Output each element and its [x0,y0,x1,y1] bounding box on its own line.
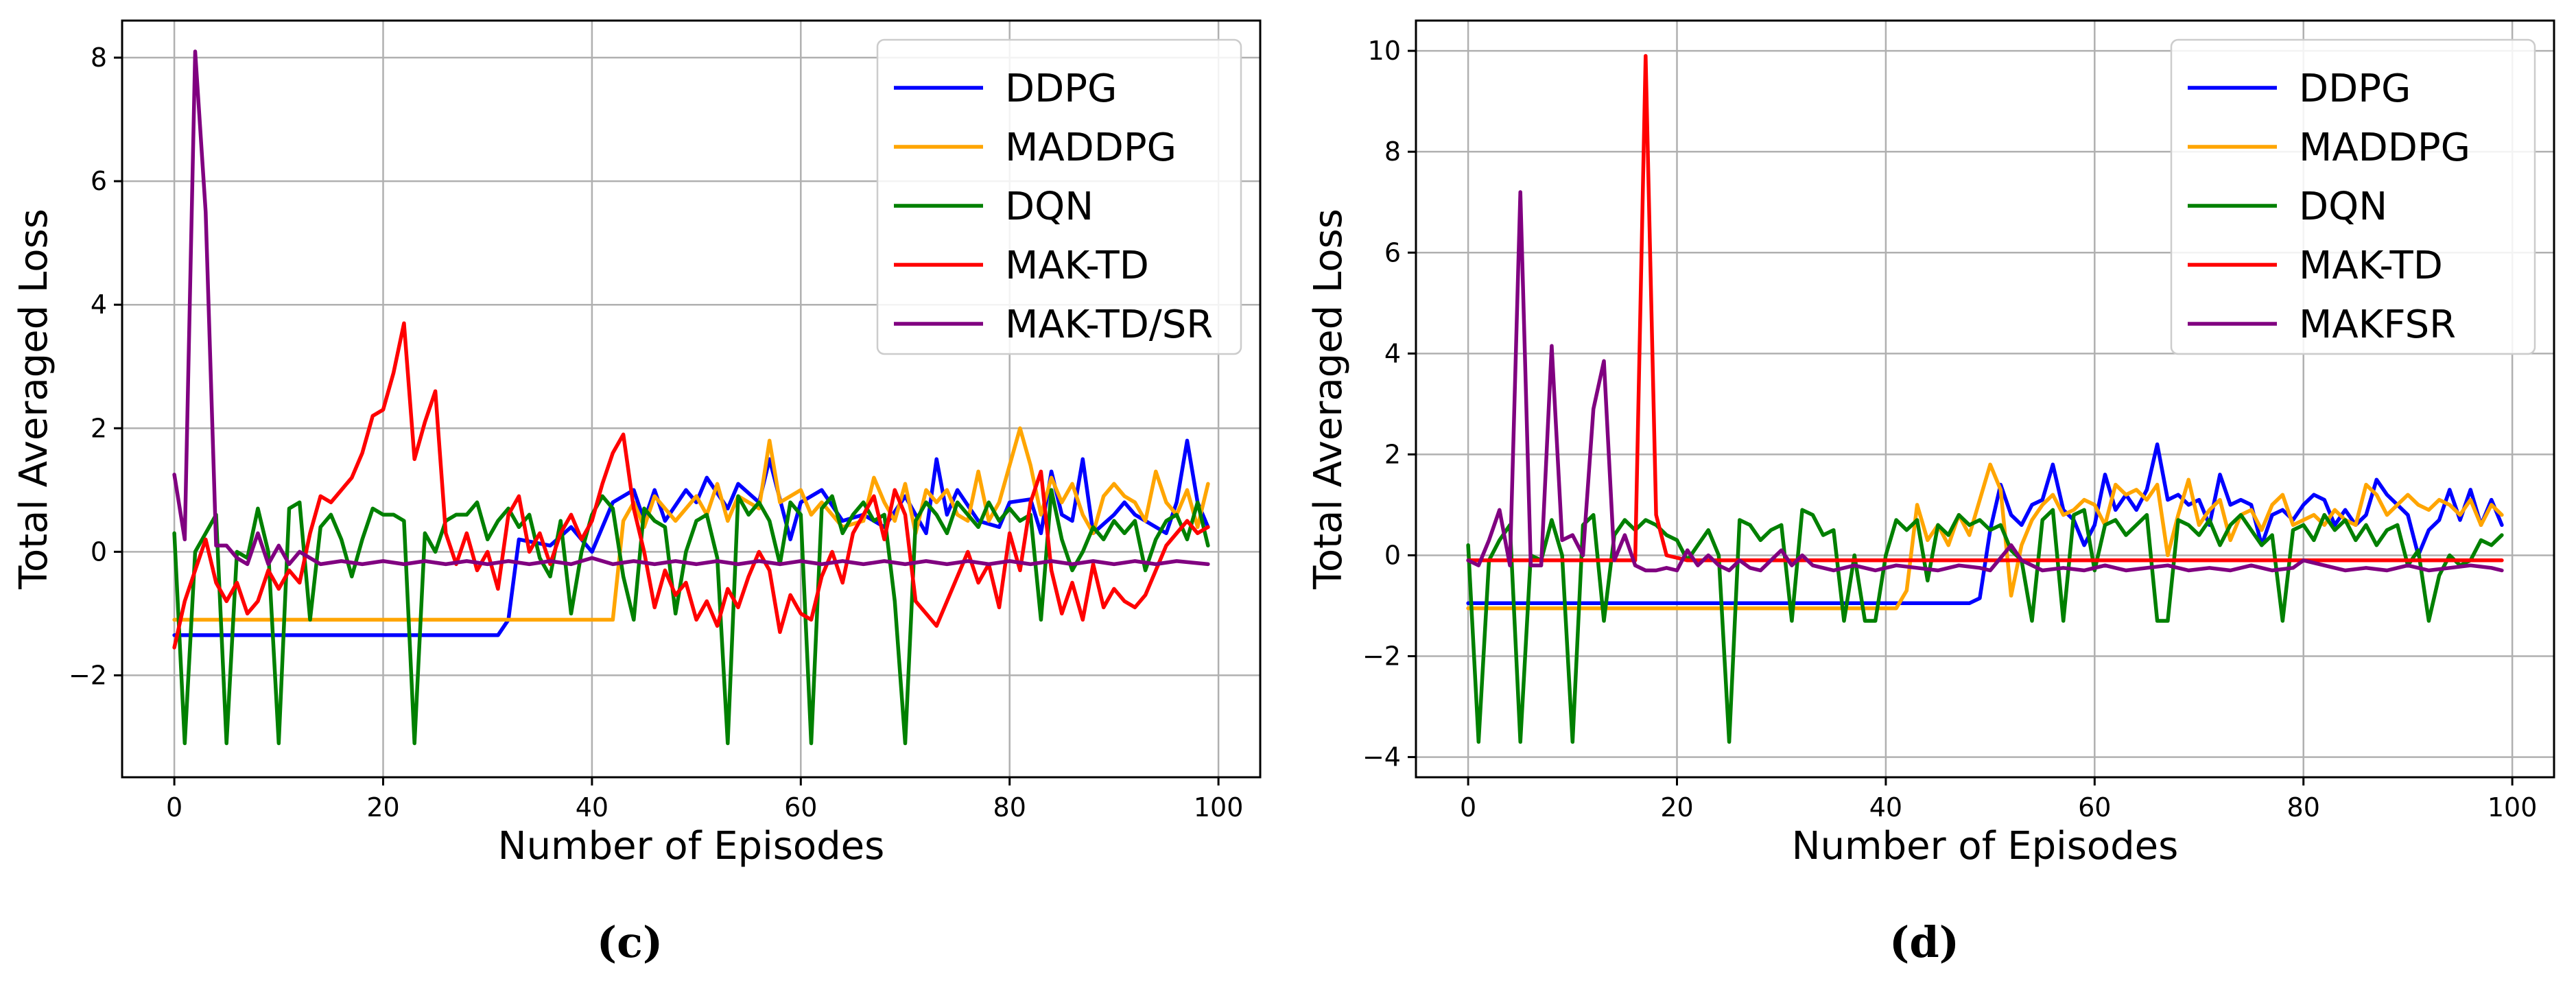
series-line-ddpg [172,438,1210,637]
plot-frame [121,19,1262,779]
x-tick-label: 0 [166,792,182,823]
chart-0: 0 20 40 60 80 100 −2 0 2 4 6 8 Number of Episodes Tot… [12,19,1262,967]
x-tick-label: 20 [1660,792,1693,823]
x-tick-label: 80 [993,792,1026,823]
series-line-mak-td-sr [172,49,1210,567]
series-group [1466,54,2504,744]
legend-box [2170,38,2536,355]
x-tick-label: 20 [366,792,399,823]
legend-entry: DQN [1005,185,1094,229]
series-group [172,49,1210,746]
y-tick-label: −4 [1362,742,1401,772]
x-tick-label: 40 [576,792,608,823]
y-tick-label: 4 [91,289,107,320]
legend-entry: MAKFSR [2299,303,2456,347]
series-line-ddpg [1466,442,2504,606]
series-line-mak-td [172,321,1210,650]
legend-entry: DDPG [2299,67,2411,111]
x-axis-label: Number of Episodes [1792,824,2179,868]
x-tick-label: 100 [1194,792,1244,823]
legend-entry: MAK-TD/SR [1005,303,1213,347]
legend-entry: MAK-TD [2299,244,2443,288]
y-tick-label: −2 [69,660,107,690]
y-tick-label: 2 [1384,439,1401,469]
y-axis-label: Total Averaged Loss [12,209,56,590]
series-line-dqn [172,488,1210,746]
chart-1: 0 20 40 60 80 100 −4 −2 0 2 4 6 8 10 Number of Episode… [1306,19,2555,967]
series-line-maddpg [1466,462,2504,611]
legend-entry: MAK-TD [1005,244,1149,288]
legend-entry: DDPG [1005,67,1117,111]
legend: DDPG MADDPG DQN MAK-TD MAKFSR [2170,38,2536,355]
legend-entry: DQN [2299,185,2387,229]
series-line-maddpg [172,426,1210,622]
y-tick-label: 10 [1368,36,1401,66]
caption: (d) [1889,917,1959,967]
x-tick-label: 40 [1869,792,1902,823]
x-tick-label: 100 [2488,792,2538,823]
legend: DDPG MADDPG DQN MAK-TD MAK-TD/SR [876,38,1242,355]
y-axis-label: Total Averaged Loss [1306,209,1351,590]
caption: (c) [597,917,663,967]
x-tick-label: 60 [2078,792,2111,823]
legend-box [876,38,1242,355]
x-axis-label: Number of Episodes [498,824,885,868]
y-tick-label: 6 [91,166,107,196]
y-tick-label: 8 [1384,137,1401,167]
y-tick-label: 0 [91,536,107,567]
series-line-mak-td [1466,54,2504,563]
plot-frame [1415,19,2555,779]
y-tick-label: 0 [1384,540,1401,570]
y-tick-label: 4 [1384,338,1401,368]
y-tick-label: 8 [91,43,107,73]
x-tick-label: 0 [1460,792,1476,823]
y-tick-label: −2 [1362,641,1401,672]
series-line-dqn [1466,508,2504,744]
series-line-makfsr [1466,190,2504,573]
y-tick-label: 6 [1384,237,1401,268]
y-tick-label: 2 [91,413,107,443]
legend-entry: MADDPG [2299,126,2470,170]
legend-entry: MADDPG [1005,126,1177,170]
x-tick-label: 80 [2287,792,2320,823]
x-tick-label: 60 [784,792,817,823]
